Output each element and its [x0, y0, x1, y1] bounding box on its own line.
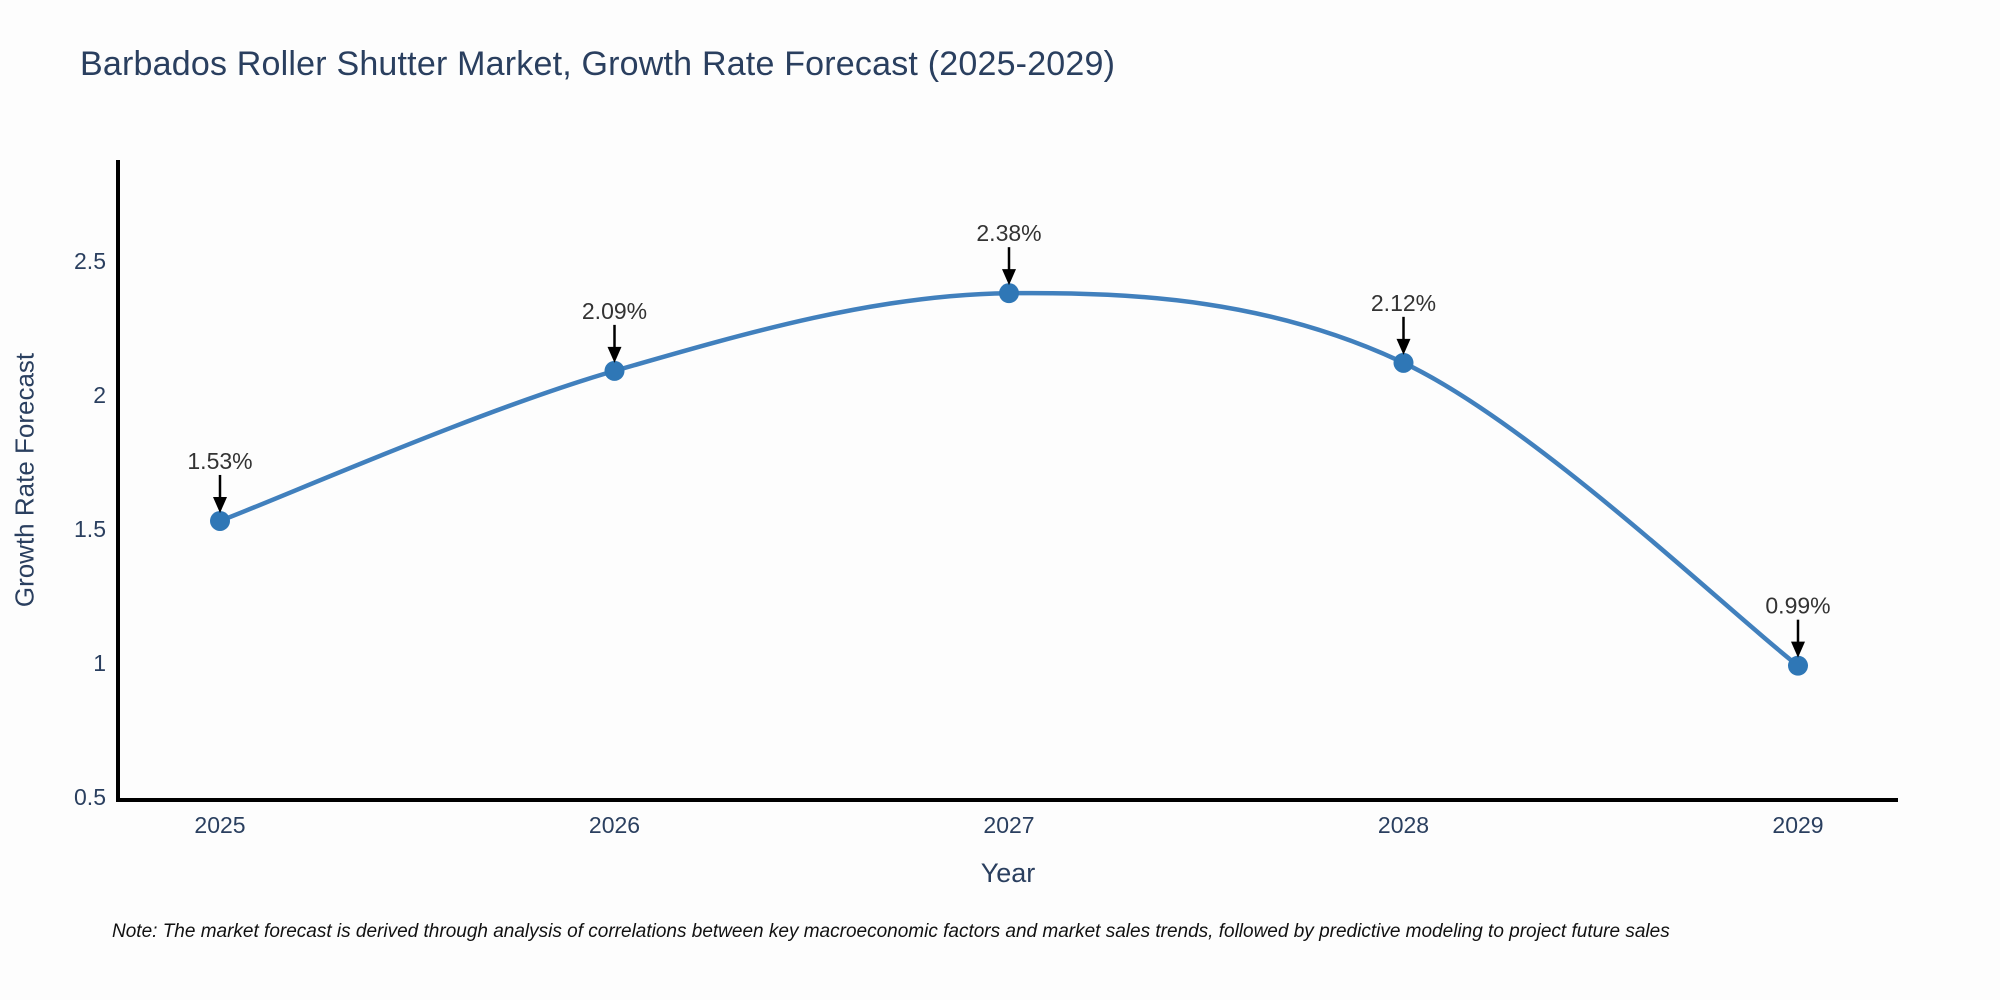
trend-line — [217, 290, 1801, 668]
y-tick-label: 2.5 — [74, 248, 106, 274]
y-tick-label: 0.5 — [74, 784, 106, 810]
data-point-marker — [604, 360, 625, 381]
annotation-arrowhead — [1396, 338, 1411, 355]
x-tick-label: 2026 — [589, 812, 640, 838]
annotation-label: 0.99% — [1765, 593, 1830, 619]
y-tick-label: 1.5 — [74, 516, 106, 542]
annotation-arrowhead — [607, 346, 622, 363]
x-axis-title: Year — [980, 858, 1036, 888]
annotation-label: 2.38% — [976, 220, 1041, 246]
data-point-marker — [210, 510, 230, 531]
y-tick-label: 1 — [93, 650, 106, 676]
annotation-arrowhead — [1002, 269, 1016, 286]
data-point-marker — [1788, 655, 1808, 676]
annotation-label: 2.09% — [582, 298, 647, 324]
y-tick-label: 2 — [93, 382, 106, 408]
footnote: Note: The market forecast is derived thr… — [112, 921, 1670, 942]
annotation-label: 2.12% — [1371, 290, 1436, 316]
chart-title: Barbados Roller Shutter Market, Growth R… — [80, 45, 1116, 83]
y-axis-title: Growth Rate Forecast — [9, 352, 40, 608]
x-tick-label: 2025 — [194, 812, 245, 838]
annotation-arrowhead — [213, 496, 227, 513]
data-point-marker — [1393, 352, 1414, 373]
x-tick-label: 2028 — [1378, 812, 1429, 838]
x-tick-label: 2027 — [983, 812, 1034, 838]
annotation-arrowhead — [1791, 641, 1805, 658]
annotation-label: 1.53% — [187, 448, 252, 474]
x-tick-label: 2029 — [1772, 812, 1823, 838]
data-point-marker — [999, 283, 1019, 304]
